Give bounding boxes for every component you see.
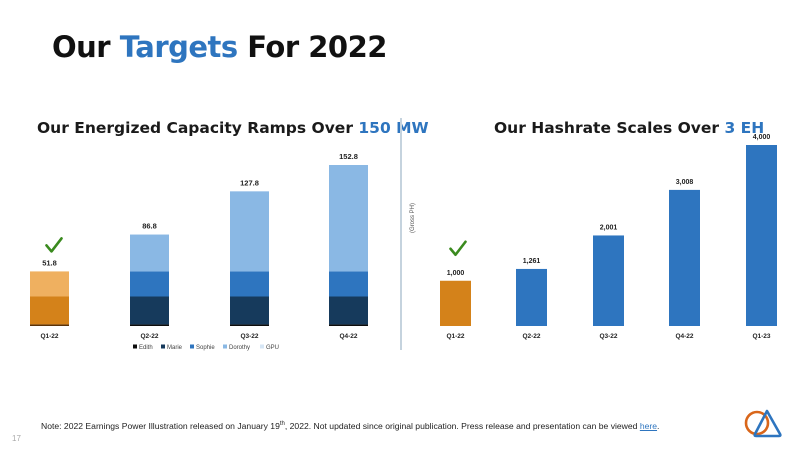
hashrate-bar-q2-22	[516, 268, 547, 326]
note-end: .	[657, 421, 660, 431]
x-tick-label: Q3-22	[599, 333, 617, 340]
legend-label: Sophie	[196, 345, 215, 351]
legend-swatch	[133, 344, 137, 349]
hashrate-bar-q3-22	[593, 235, 624, 326]
page-number: 17	[12, 434, 21, 443]
bar-segment-edith-q1-22	[30, 324, 69, 326]
total-label: 127.8	[240, 178, 259, 187]
capacity-chart-title: Our Energized Capacity Ramps Over 150 MW	[37, 119, 429, 137]
total-label: 51.8	[42, 258, 57, 267]
legend-label: Marie	[167, 345, 183, 351]
hashrate-title-accent: 3 EH	[724, 119, 765, 137]
capacity-chart: 51.8 Q1-22 86.8 Q2-22 127.8 Q3-22 152.8 Q4-22 Ed…	[30, 152, 368, 351]
hashrate-chart-title: Our Hashrate Scales Over 3 EH	[494, 119, 764, 137]
value-label: 2,001	[600, 224, 618, 231]
legend-swatch	[260, 344, 264, 349]
bar-segment-sophie-q2-22	[130, 271, 169, 297]
hashrate-bar-q4-22	[669, 189, 700, 326]
hashrate-title-text: Our Hashrate Scales Over	[494, 119, 725, 137]
x-tick-label: Q4-22	[675, 333, 693, 340]
bar-segment-edith-q2-22	[130, 324, 169, 326]
legend-label: Edith	[139, 345, 153, 351]
bar-segment-edith-q4-22	[329, 324, 368, 326]
y-axis-label: (Gross PH)	[410, 203, 416, 233]
company-logo-icon	[744, 409, 782, 438]
x-tick-label: Q2-22	[140, 333, 158, 340]
bar-segment-marie-q1-22	[30, 296, 69, 325]
total-label: 152.8	[339, 152, 358, 161]
x-tick-label: Q1-22	[446, 333, 464, 340]
slide-title: Our Targets For 2022	[52, 30, 387, 64]
bar-segment-sophie-q4-22	[329, 271, 368, 297]
hashrate-bar-q1-23	[746, 145, 777, 326]
here-link[interactable]: here	[639, 421, 658, 431]
legend-label: Dorothy	[229, 345, 250, 351]
total-label: 86.8	[142, 222, 157, 231]
capacity-title-accent: 150 MW	[358, 119, 429, 137]
note-text: Note: 2022 Earnings Power Illustration r…	[41, 421, 280, 431]
title-accent: Targets	[119, 30, 238, 64]
value-label: 3,008	[676, 179, 694, 186]
achieved-check-icon	[449, 240, 467, 257]
bar-segment-sophie-q3-22	[230, 271, 269, 297]
x-tick-label: Q2-22	[522, 333, 540, 340]
legend-swatch	[161, 344, 165, 349]
legend-label: GPU	[266, 345, 279, 351]
bar-segment-marie-q4-22	[329, 296, 368, 325]
hashrate-bar-q1-22	[440, 280, 471, 326]
x-tick-label: Q1-22	[40, 333, 58, 340]
x-tick-label: Q4-22	[339, 333, 357, 340]
legend-swatch	[190, 344, 194, 349]
bar-segment-dorothy-q3-22	[230, 191, 269, 272]
title-text: Our	[52, 30, 120, 64]
hashrate-chart: 1,000 Q1-22 1,261 Q2-22 2,001 Q3-22 3,008 Q4-22…	[410, 134, 777, 340]
chart-divider	[400, 118, 402, 350]
bar-segment-marie-q3-22	[230, 296, 269, 325]
value-label: 1,261	[523, 258, 541, 265]
note-sup: th	[279, 421, 285, 428]
x-tick-label: Q3-22	[240, 333, 258, 340]
x-tick-label: Q1-23	[752, 333, 770, 340]
bar-segment-dorothy-q4-22	[329, 165, 368, 272]
footnote: Note: 2022 Earnings Power Illustration r…	[41, 421, 659, 431]
bar-segment-edith-q3-22	[230, 324, 269, 326]
bar-segment-dorothy-q2-22	[130, 234, 169, 272]
note-text-2: , 2022. Not updated since original publi…	[284, 421, 640, 431]
value-label: 1,000	[447, 270, 465, 277]
legend-swatch	[223, 344, 227, 349]
title-text-end: For 2022	[237, 30, 387, 64]
bar-segment-sophie-q1-22	[30, 271, 69, 297]
value-label: 4,000	[753, 134, 771, 141]
capacity-title-text: Our Energized Capacity Ramps Over	[37, 119, 359, 137]
bar-segment-marie-q2-22	[130, 296, 169, 325]
achieved-check-icon	[45, 237, 63, 253]
